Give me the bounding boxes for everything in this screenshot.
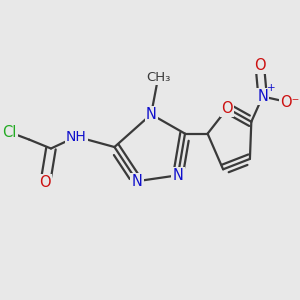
Text: N: N (257, 89, 268, 104)
Text: NH: NH (66, 130, 87, 144)
Text: N: N (132, 174, 142, 189)
Text: N: N (172, 168, 183, 183)
Text: O: O (254, 58, 266, 73)
Text: O⁻: O⁻ (280, 95, 299, 110)
Text: Cl: Cl (2, 125, 17, 140)
Text: N: N (146, 107, 157, 122)
Text: O: O (221, 101, 233, 116)
Text: O: O (40, 175, 51, 190)
Text: +: + (267, 83, 275, 93)
Text: CH₃: CH₃ (146, 71, 170, 84)
